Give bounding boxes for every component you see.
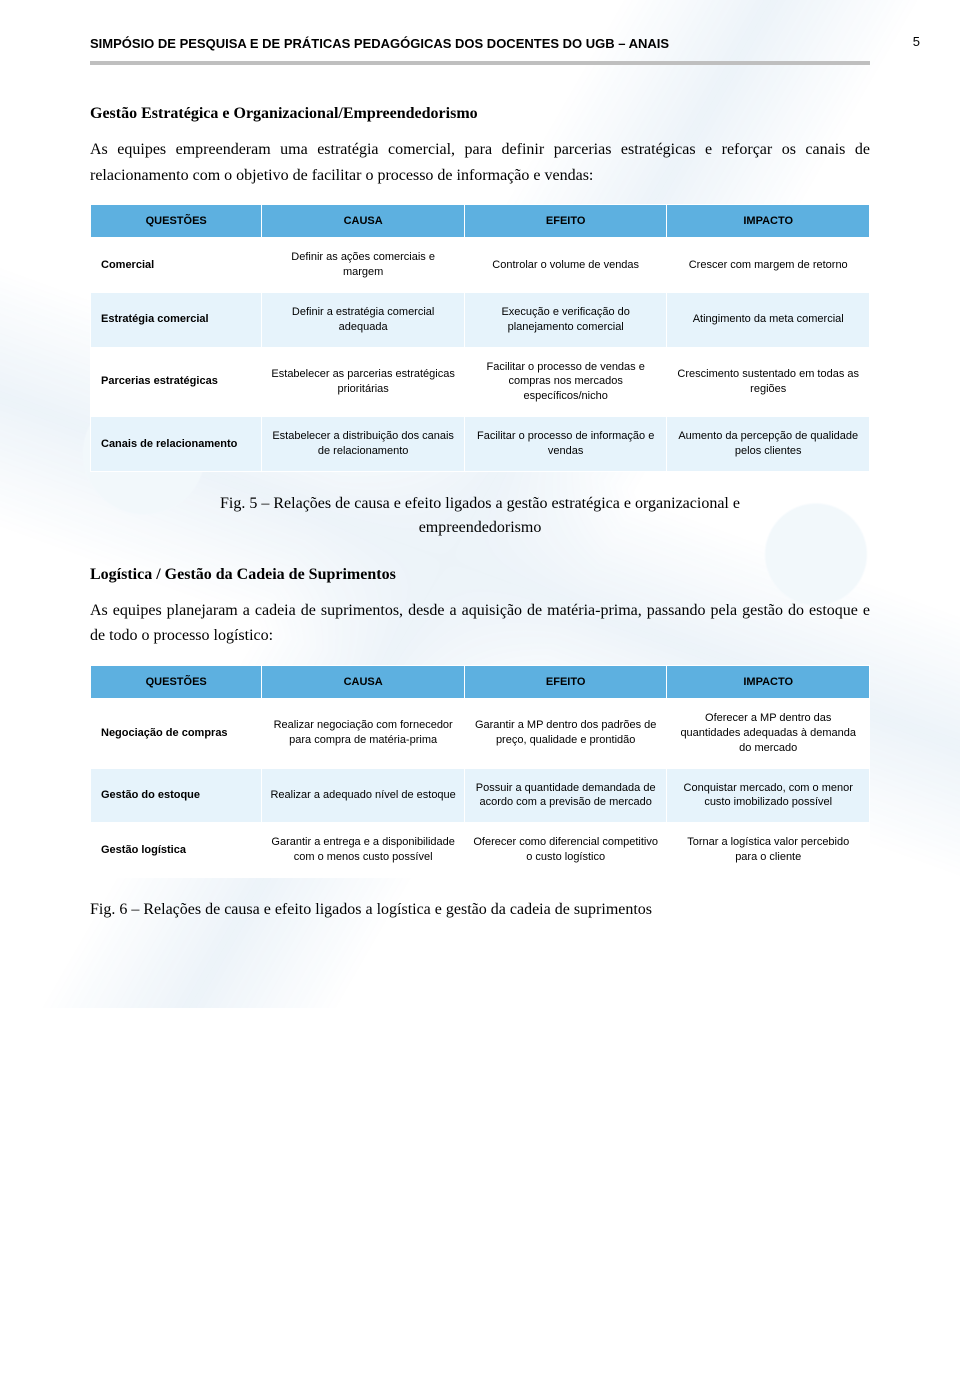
cell-impacto: Crescer com margem de retorno (667, 238, 870, 293)
table-row: Comercial Definir as ações comerciais e … (91, 238, 870, 293)
cell-q: Canais de relacionamento (91, 417, 262, 472)
table2-h0: QUESTÕES (91, 665, 262, 698)
cell-q: Estratégia comercial (91, 292, 262, 347)
cell-impacto: Tornar a logística valor percebido para … (667, 823, 870, 878)
figure5-caption: Fig. 5 – Relações de causa e efeito liga… (90, 492, 870, 540)
cell-causa: Estabelecer as parcerias estratégicas pr… (262, 347, 465, 417)
section1-paragraph: As equipes empreenderam uma estratégia c… (90, 137, 870, 188)
table-row: Estratégia comercial Definir a estratégi… (91, 292, 870, 347)
figure6-caption: Fig. 6 – Relações de causa e efeito liga… (90, 898, 870, 922)
cell-efeito: Possuir a quantidade demandada de acordo… (464, 768, 667, 823)
caption-line1: Fig. 5 – Relações de causa e efeito liga… (220, 495, 740, 512)
table-row: Parcerias estratégicas Estabelecer as pa… (91, 347, 870, 417)
table1-h0: QUESTÕES (91, 205, 262, 238)
cell-q: Gestão do estoque (91, 768, 262, 823)
section1-heading: Gestão Estratégica e Organizacional/Empr… (90, 105, 870, 123)
page-number: 5 (913, 34, 920, 49)
page-content: SIMPÓSIO DE PESQUISA E DE PRÁTICAS PEDAG… (0, 0, 960, 1008)
table-row: Canais de relacionamento Estabelecer a d… (91, 417, 870, 472)
section2-heading: Logística / Gestão da Cadeia de Suprimen… (90, 566, 870, 584)
table1-h3: IMPACTO (667, 205, 870, 238)
cell-impacto: Atingimento da meta comercial (667, 292, 870, 347)
cell-causa: Realizar a adequado nível de estoque (262, 768, 465, 823)
cell-q: Gestão logística (91, 823, 262, 878)
running-header: SIMPÓSIO DE PESQUISA E DE PRÁTICAS PEDAG… (90, 30, 870, 65)
cell-impacto: Crescimento sustentado em todas as regiõ… (667, 347, 870, 417)
cell-impacto: Conquistar mercado, com o menor custo im… (667, 768, 870, 823)
header-title: SIMPÓSIO DE PESQUISA E DE PRÁTICAS PEDAG… (90, 36, 669, 51)
table-row: Negociação de compras Realizar negociaçã… (91, 698, 870, 768)
cell-impacto: Aumento da percepção de qualidade pelos … (667, 417, 870, 472)
cell-q: Comercial (91, 238, 262, 293)
cell-efeito: Controlar o volume de vendas (464, 238, 667, 293)
cell-q: Parcerias estratégicas (91, 347, 262, 417)
section2-paragraph: As equipes planejaram a cadeia de suprim… (90, 598, 870, 649)
table2-h1: CAUSA (262, 665, 465, 698)
cell-causa: Definir as ações comerciais e margem (262, 238, 465, 293)
cell-q: Negociação de compras (91, 698, 262, 768)
cell-efeito: Garantir a MP dentro dos padrões de preç… (464, 698, 667, 768)
caption-line2: empreendedorismo (419, 519, 542, 536)
cell-efeito: Execução e verificação do planejamento c… (464, 292, 667, 347)
table-row: Gestão do estoque Realizar a adequado ní… (91, 768, 870, 823)
table-gestao-estrategica: QUESTÕES CAUSA EFEITO IMPACTO Comercial … (90, 204, 870, 472)
cell-causa: Garantir a entrega e a disponibilidade c… (262, 823, 465, 878)
cell-causa: Realizar negociação com fornecedor para … (262, 698, 465, 768)
cell-efeito: Facilitar o processo de vendas e compras… (464, 347, 667, 417)
cell-efeito: Oferecer como diferencial competitivo o … (464, 823, 667, 878)
table1-h2: EFEITO (464, 205, 667, 238)
table2-h3: IMPACTO (667, 665, 870, 698)
cell-impacto: Oferecer a MP dentro das quantidades ade… (667, 698, 870, 768)
table2-header-row: QUESTÕES CAUSA EFEITO IMPACTO (91, 665, 870, 698)
table2-h2: EFEITO (464, 665, 667, 698)
table-logistica: QUESTÕES CAUSA EFEITO IMPACTO Negociação… (90, 665, 870, 878)
table1-h1: CAUSA (262, 205, 465, 238)
table-row: Gestão logística Garantir a entrega e a … (91, 823, 870, 878)
cell-causa: Estabelecer a distribuição dos canais de… (262, 417, 465, 472)
cell-efeito: Facilitar o processo de informação e ven… (464, 417, 667, 472)
table1-header-row: QUESTÕES CAUSA EFEITO IMPACTO (91, 205, 870, 238)
cell-causa: Definir a estratégia comercial adequada (262, 292, 465, 347)
